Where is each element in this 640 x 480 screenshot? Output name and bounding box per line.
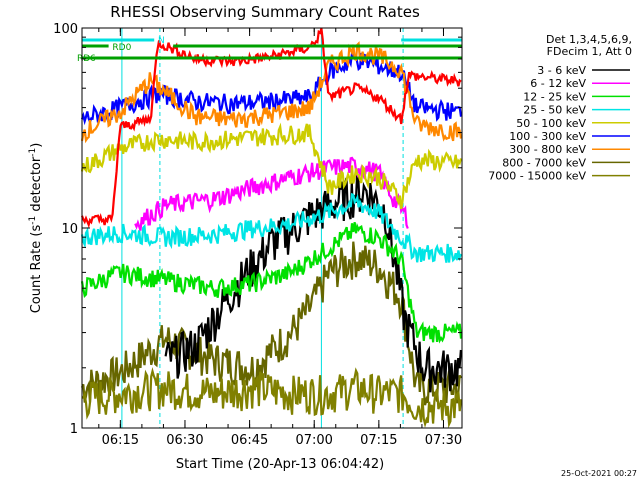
legend-label: 800 - 7000 keV [502,156,586,169]
flags: RD0 RD6 N [77,36,462,64]
series-trace [80,41,463,144]
series-trace [80,122,463,210]
chart-title: RHESSI Observing Summary Count Rates [110,3,420,21]
x-tick-label: 06:45 [231,433,268,448]
x-tick-label: 07:00 [295,433,332,448]
y-axis-label: Count Rate (s-1 detector-1) [28,143,44,314]
y-tick-label: 1 [70,422,78,437]
x-tick-label: 07:30 [425,433,462,448]
x-axis-label: Start Time (20-Apr-13 06:04:42) [176,457,384,472]
legend-label: 300 - 800 keV [509,143,586,156]
legend-header: Det 1,3,4,5,6,9, [546,33,632,46]
series-trace [81,366,463,429]
y-axis-label-main: Count Rate (s [29,225,44,314]
x-axis-ticks: 06:15 06:30 06:45 07:00 07:15 07:30 [98,28,462,448]
flag-label: RD6 [77,54,96,64]
legend-label: 3 - 6 keV [537,64,586,77]
flag-label: RD0 [112,43,131,53]
legend-label: 100 - 300 keV [509,130,586,143]
legend: Det 1,3,4,5,6,9,FDecim 1, Att 0 3 - 6 keV… [488,33,632,183]
legend-label: 7000 - 15000 keV [488,170,586,183]
y-axis-label-exp2: -1 [28,148,38,157]
traces [80,28,463,429]
legend-label: 50 - 100 keV [516,117,586,130]
y-axis-label-close: ) [29,143,44,148]
flag-label: N [158,36,165,46]
y-tick-label: 100 [53,22,78,37]
legend-label: 6 - 12 keV [530,77,586,90]
series-trace [80,222,463,344]
y-axis-label-exp1: -1 [28,216,38,225]
y-axis-ticks: 1 10 100 [53,22,462,437]
series-trace [80,192,463,263]
y-axis-label-tail: detector [29,156,44,216]
legend-label: 25 - 50 keV [523,104,586,117]
legend-header: FDecim 1, Att 0 [547,45,632,58]
x-tick-label: 06:30 [166,433,203,448]
legend-label: 12 - 25 keV [523,90,586,103]
y-tick-label: 10 [61,222,78,237]
x-tick-label: 07:15 [360,433,397,448]
x-tick-label: 06:15 [102,433,139,448]
timestamp: 25-Oct-2021 00:27 [561,469,637,478]
series-trace [80,241,463,406]
